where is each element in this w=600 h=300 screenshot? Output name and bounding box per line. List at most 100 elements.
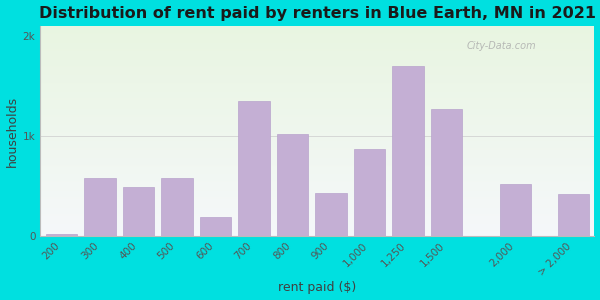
Bar xyxy=(40,59,595,61)
Bar xyxy=(40,49,595,50)
Bar xyxy=(40,131,595,132)
Title: Distribution of rent paid by renters in Blue Earth, MN in 2021: Distribution of rent paid by renters in … xyxy=(39,6,596,21)
Bar xyxy=(40,117,595,118)
Bar xyxy=(40,160,595,161)
Bar xyxy=(40,130,595,131)
Bar xyxy=(40,230,595,231)
Bar xyxy=(40,103,595,105)
Bar xyxy=(40,124,595,126)
Bar xyxy=(238,101,269,236)
Bar xyxy=(40,28,595,29)
Bar xyxy=(46,235,77,236)
Bar xyxy=(40,80,595,82)
Bar xyxy=(40,93,595,94)
Bar xyxy=(40,180,595,181)
Bar xyxy=(40,97,595,98)
Bar xyxy=(40,210,595,211)
Bar xyxy=(40,99,595,101)
Bar xyxy=(40,178,595,179)
Bar xyxy=(40,120,595,122)
Bar xyxy=(40,52,595,53)
Bar xyxy=(40,175,595,176)
Bar xyxy=(40,26,595,27)
Bar xyxy=(40,34,595,35)
Bar xyxy=(40,182,595,184)
Bar xyxy=(40,48,595,49)
Bar xyxy=(40,98,595,99)
Bar xyxy=(40,224,595,226)
Bar xyxy=(40,126,595,127)
Bar xyxy=(40,67,595,68)
Bar xyxy=(40,31,595,32)
Bar xyxy=(40,155,595,156)
Bar xyxy=(40,150,595,151)
Bar xyxy=(40,200,595,201)
Bar xyxy=(40,147,595,148)
Bar xyxy=(40,192,595,193)
Bar xyxy=(40,119,595,120)
Bar xyxy=(40,94,595,95)
Bar xyxy=(40,47,595,48)
Bar xyxy=(40,135,595,136)
Bar xyxy=(40,196,595,197)
Bar xyxy=(40,213,595,214)
Bar xyxy=(40,36,595,38)
Bar xyxy=(40,82,595,83)
Bar xyxy=(40,82,595,84)
Bar xyxy=(40,71,595,72)
Bar xyxy=(40,114,595,115)
Bar xyxy=(40,64,595,65)
Bar xyxy=(40,134,595,135)
Bar xyxy=(40,122,595,124)
Bar xyxy=(40,208,595,209)
Bar xyxy=(40,127,595,128)
Bar xyxy=(40,136,595,137)
Bar xyxy=(40,45,595,46)
Bar xyxy=(40,232,595,233)
Bar xyxy=(40,89,595,90)
Bar xyxy=(40,27,595,28)
Bar xyxy=(40,229,595,230)
Bar xyxy=(40,56,595,57)
Bar xyxy=(40,109,595,110)
Bar xyxy=(40,105,595,106)
Bar xyxy=(40,32,595,33)
Bar xyxy=(40,116,595,117)
Bar xyxy=(40,171,595,172)
Bar xyxy=(40,156,595,157)
Bar xyxy=(40,138,595,139)
Bar xyxy=(40,187,595,188)
Bar xyxy=(557,194,589,236)
Bar xyxy=(40,151,595,152)
Bar xyxy=(40,139,595,140)
Bar xyxy=(40,78,595,80)
Bar xyxy=(40,35,595,36)
Bar xyxy=(40,68,595,69)
Bar xyxy=(122,187,154,236)
Bar xyxy=(40,55,595,56)
Bar xyxy=(40,215,595,216)
Bar xyxy=(40,74,595,75)
Bar xyxy=(40,173,595,174)
Bar xyxy=(40,112,595,113)
Bar xyxy=(40,179,595,180)
Bar xyxy=(40,159,595,160)
Bar xyxy=(40,216,595,217)
Bar xyxy=(40,193,595,194)
Bar xyxy=(353,149,385,236)
Bar xyxy=(40,197,595,198)
Bar xyxy=(40,77,595,78)
Bar xyxy=(40,189,595,190)
Bar xyxy=(40,66,595,67)
Bar xyxy=(40,221,595,222)
Bar xyxy=(40,166,595,167)
Bar xyxy=(40,72,595,73)
Bar xyxy=(40,228,595,229)
Bar xyxy=(40,186,595,187)
Bar xyxy=(40,100,595,101)
Bar xyxy=(40,63,595,64)
Bar xyxy=(40,190,595,191)
Bar xyxy=(40,65,595,66)
Bar xyxy=(200,218,231,236)
Bar xyxy=(40,54,595,55)
